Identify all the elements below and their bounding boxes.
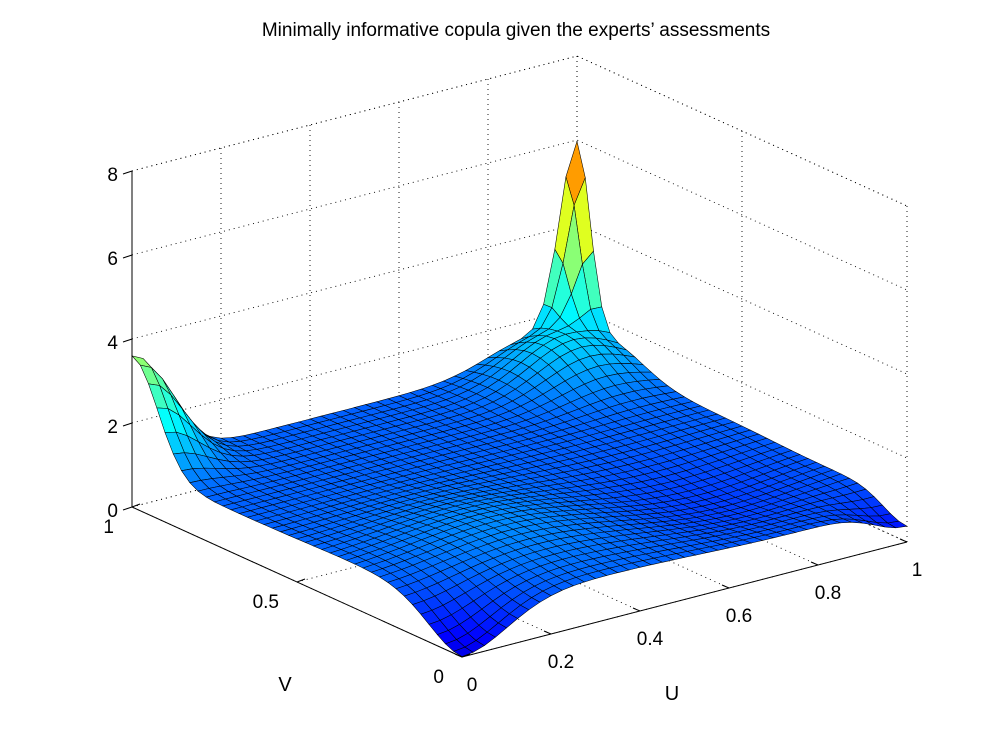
z-tick-label: 2 <box>107 417 118 438</box>
y-tick-mark <box>131 503 141 508</box>
z-tick-mark <box>122 338 133 343</box>
x-tick-mark <box>810 561 819 566</box>
x-tick-label: 0.4 <box>637 629 664 650</box>
grid-line <box>398 437 730 589</box>
x-tick-label: 0.6 <box>726 606 752 627</box>
z-tick-mark <box>122 422 133 427</box>
z-tick-label: 6 <box>107 249 118 270</box>
z-tick-label: 4 <box>107 333 118 354</box>
grid-line <box>131 139 908 291</box>
x-tick-label: 1 <box>912 560 923 581</box>
y-tick-label: 0.5 <box>253 592 279 613</box>
x-axis-label: U <box>665 683 679 705</box>
y-axis-label: V <box>278 674 292 696</box>
y-tick-mark <box>461 653 471 658</box>
x-tick-label: 0.2 <box>548 652 574 673</box>
grid-line <box>131 55 908 207</box>
surface <box>131 140 908 657</box>
x-axis-line <box>461 541 908 658</box>
x-tick-mark <box>543 630 552 635</box>
grid-line <box>309 460 641 612</box>
x-tick-mark <box>721 584 730 589</box>
y-tick-label: 0 <box>433 667 444 688</box>
z-tick-mark <box>122 506 133 511</box>
chart-title: Minimally informative copula given the e… <box>262 20 770 41</box>
x-tick-mark <box>454 653 463 658</box>
x-tick-mark <box>899 538 908 543</box>
z-tick-mark <box>122 170 133 175</box>
y-tick-mark <box>296 578 306 583</box>
z-tick-mark <box>122 254 133 259</box>
y-tick-label: 1 <box>103 517 114 538</box>
z-tick-label: 0 <box>107 501 118 522</box>
x-tick-mark <box>632 607 641 612</box>
grid-line <box>131 55 908 207</box>
x-tick-label: 0 <box>467 675 478 696</box>
z-tick-label: 8 <box>107 165 118 186</box>
x-tick-label: 0.8 <box>815 583 841 604</box>
